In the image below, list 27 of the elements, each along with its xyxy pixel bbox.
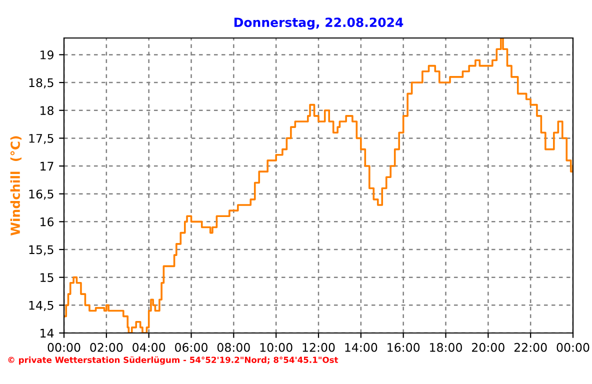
y-tick-label: 17,5 — [29, 134, 54, 144]
y-tick-label: 17 — [40, 162, 54, 171]
y-tick-label: 16,5 — [29, 190, 54, 200]
chart-title: Donnerstag, 22.08.2024 — [234, 18, 404, 30]
x-tick-label: 06:00 — [175, 342, 208, 352]
y-tick-label: 18 — [40, 106, 54, 116]
y-tick-label: 15 — [40, 273, 54, 282]
text: © private Wetterstation Süderlügum - 54°52'19.2"Nord; 8°54'45.1"Ost — [8, 356, 338, 365]
x-tick-label: 02:00 — [90, 342, 123, 352]
x-tick-label: 04:00 — [132, 342, 166, 352]
y-tick-label: 19 — [40, 50, 54, 60]
x-tick-label: 00:00 — [48, 342, 80, 352]
y-axis-title: Windchill (°C) — [10, 136, 22, 236]
x-tick-label: 10:00 — [260, 342, 292, 352]
y-tick-label: 14 — [40, 328, 54, 338]
x-tick-label: 12:00 — [302, 342, 335, 352]
y-tick-label: 18,5 — [29, 78, 54, 88]
x-tick-label: 20:00 — [472, 342, 504, 352]
x-tick-label: 08:00 — [217, 342, 250, 352]
x-tick-label: 14:00 — [345, 342, 378, 352]
x-tick-label: 00:00 — [556, 342, 590, 352]
y-tick-label: 15,5 — [29, 245, 54, 256]
x-tick-label: 18:00 — [430, 342, 462, 352]
y-tick-label: 14,5 — [29, 301, 54, 312]
x-tick-label: 16:00 — [388, 342, 420, 352]
y-tick-label: 16 — [40, 217, 54, 226]
x-tick-label: 22:00 — [514, 342, 547, 352]
